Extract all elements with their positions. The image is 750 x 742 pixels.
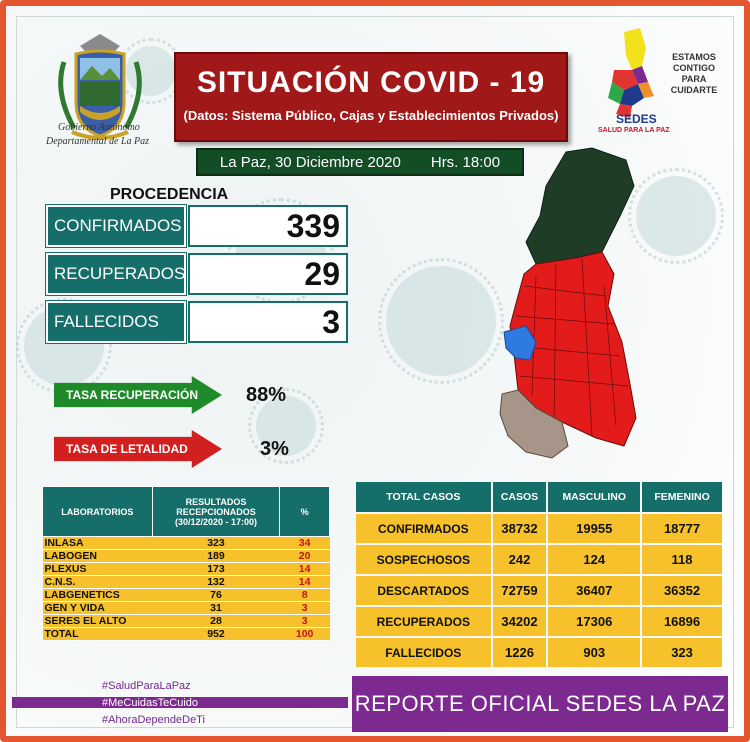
hashtag[interactable]: #AhoraDependeDeTi: [102, 714, 205, 726]
logo-name: SEDES: [616, 112, 657, 126]
recovered-value: 29: [188, 253, 348, 295]
table-row: PLEXUS 173 14: [42, 562, 330, 576]
emblem-caption: Departamental de La Paz: [46, 136, 150, 147]
total-cases-table: TOTAL CASOS CASOS MASCULINO FEMENINO CON…: [354, 480, 724, 669]
table-row: LABOGEN 189 20: [42, 549, 330, 563]
recovered-label: RECUPERADOS: [45, 252, 187, 296]
la-paz-department-map: [499, 147, 637, 459]
table-row: INLASA 323 34: [42, 536, 330, 550]
table-row: DESCARTADOS 72759 36407 36352: [356, 576, 722, 605]
table-row: LABGENETICS 76 8: [42, 588, 330, 602]
table-row: SERES EL ALTO 28 3: [42, 614, 330, 628]
emblem-caption: Gobierno Autónomo: [58, 122, 140, 133]
cases-header-casos: CASOS: [492, 482, 547, 512]
date-banner: La Paz, 30 Diciembre 2020 Hrs. 18:00: [196, 148, 524, 176]
official-report-banner: REPORTE OFICIAL SEDES LA PAZ: [352, 676, 728, 732]
lab-header-name: LABORATORIOS: [42, 486, 153, 537]
cases-header-total: TOTAL CASOS: [356, 482, 491, 512]
logo-subtitle: SALUD PARA LA PAZ: [598, 127, 670, 134]
table-row: C.N.S. 132 14: [42, 575, 330, 589]
sedes-logo-icon: [608, 28, 654, 118]
report-time: Hrs. 18:00: [430, 153, 501, 171]
confirmed-label: CONFIRMADOS: [45, 204, 187, 248]
lab-header-pct: %: [279, 486, 330, 537]
virus-decoration: [248, 388, 324, 464]
hashtag-list: #SaludParaLaPaz #MeCuidasTeCuido #AhoraD…: [102, 678, 205, 729]
title-banner: SITUACIÓN COVID - 19 (Datos: Sistema Púb…: [174, 52, 568, 142]
department-emblem-icon: [58, 34, 142, 140]
cases-header-male: MASCULINO: [548, 482, 641, 512]
hashtag[interactable]: #MeCuidasTeCuido: [102, 697, 198, 709]
table-row: CONFIRMADOS 38732 19955 18777: [356, 514, 722, 543]
deceased-value: 3: [188, 301, 348, 343]
deceased-label: FALLECIDOS: [45, 300, 187, 344]
page-subtitle: (Datos: Sistema Público, Cajas y Estable…: [183, 108, 559, 123]
table-row: FALLECIDOS 1226 903 323: [356, 638, 722, 667]
confirmed-value: 339: [188, 205, 348, 247]
virus-decoration: [378, 258, 504, 384]
lethality-rate-value: 3%: [260, 438, 289, 460]
report-date: La Paz, 30 Diciembre 2020: [219, 153, 401, 171]
page-title: SITUACIÓN COVID - 19: [196, 66, 546, 99]
virus-decoration: [628, 168, 724, 264]
table-row: SOSPECHOSOS 242 124 118: [356, 545, 722, 574]
lab-header-results: RESULTADOS RECEPCIONADOS (30/12/2020 - 1…: [151, 486, 281, 537]
footer-bar: [12, 697, 348, 708]
table-row-total: TOTAL 952 100: [42, 627, 330, 641]
table-row: RECUPERADOS 34202 17306 16896: [356, 607, 722, 636]
logo-tagline: ESTAMOS CONTIGO PARA CUIDARTE: [670, 52, 718, 95]
laboratory-table: LABORATORIOS RESULTADOS RECEPCIONADOS (3…: [42, 486, 330, 641]
procedencia-title: PROCEDENCIA: [110, 186, 229, 203]
cases-header-female: FEMENINO: [642, 482, 722, 512]
recovery-rate-value: 88%: [246, 384, 287, 406]
table-row: GEN Y VIDA 31 3: [42, 601, 330, 615]
hashtag[interactable]: #SaludParaLaPaz: [102, 680, 191, 692]
